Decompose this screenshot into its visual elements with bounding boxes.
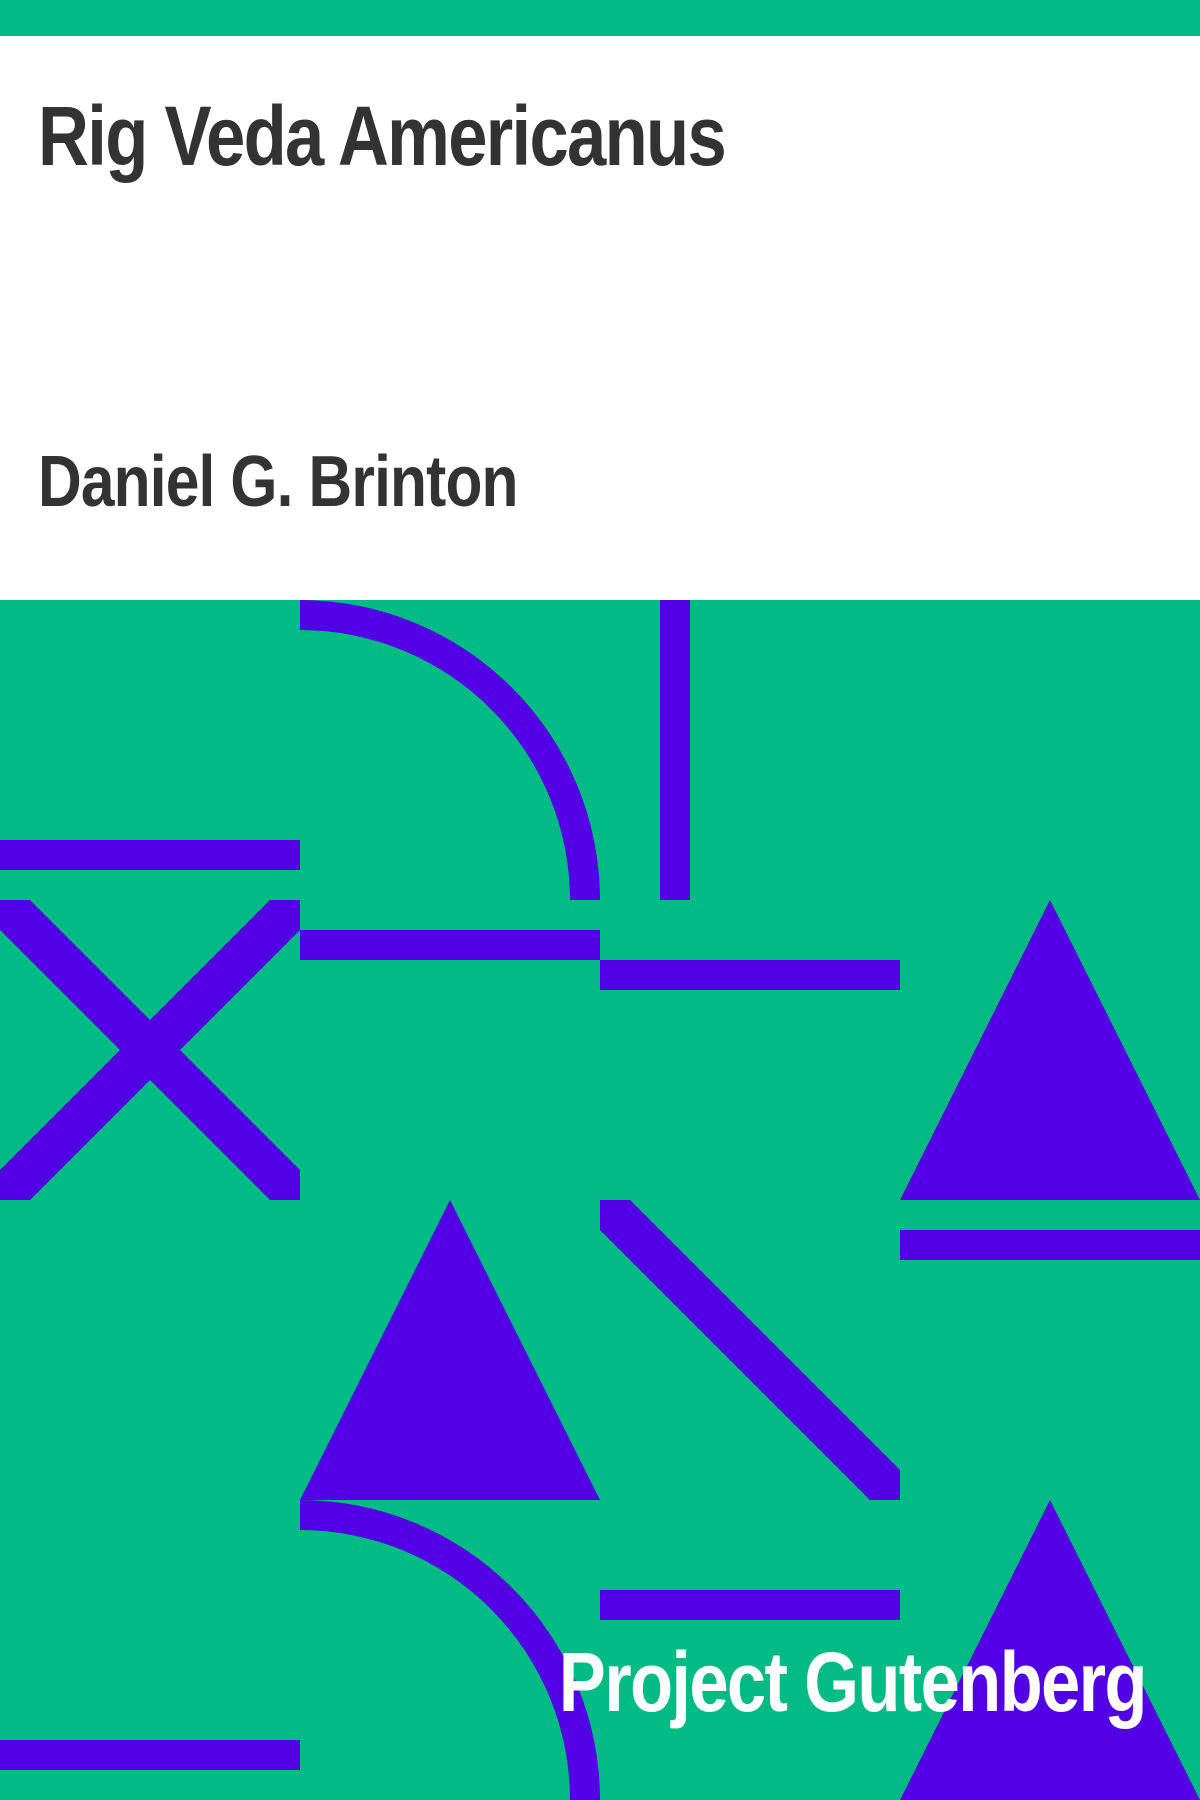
triangle-right [900, 900, 1200, 1200]
cover-header: Rig Veda Americanus Daniel G. Brinton [0, 36, 1200, 600]
cross-shape [0, 900, 300, 1200]
book-title: Rig Veda Americanus [38, 89, 727, 183]
horizontal-bar-left [0, 840, 300, 870]
triangle-bottom-right [900, 1500, 1200, 1800]
quarter-arc-top [300, 600, 600, 900]
cover-artwork [0, 600, 1200, 1800]
top-color-band [0, 0, 1200, 36]
triangle-middle [300, 1200, 600, 1500]
horizontal-bar-center [600, 960, 900, 990]
horizontal-bar-right [900, 1230, 1200, 1260]
horizontal-bar-middle [300, 930, 600, 960]
publisher-name: Project Gutenberg [559, 1635, 1148, 1729]
horizontal-bar-bottom-center [600, 1590, 900, 1620]
horizontal-bar-bottom-left [0, 1740, 300, 1770]
diagonal-bar [600, 1200, 900, 1500]
vertical-bar [660, 600, 690, 900]
cross-stroke-b [0, 900, 300, 1200]
book-author: Daniel G. Brinton [38, 442, 519, 522]
quarter-arc-bottom [300, 1500, 600, 1800]
